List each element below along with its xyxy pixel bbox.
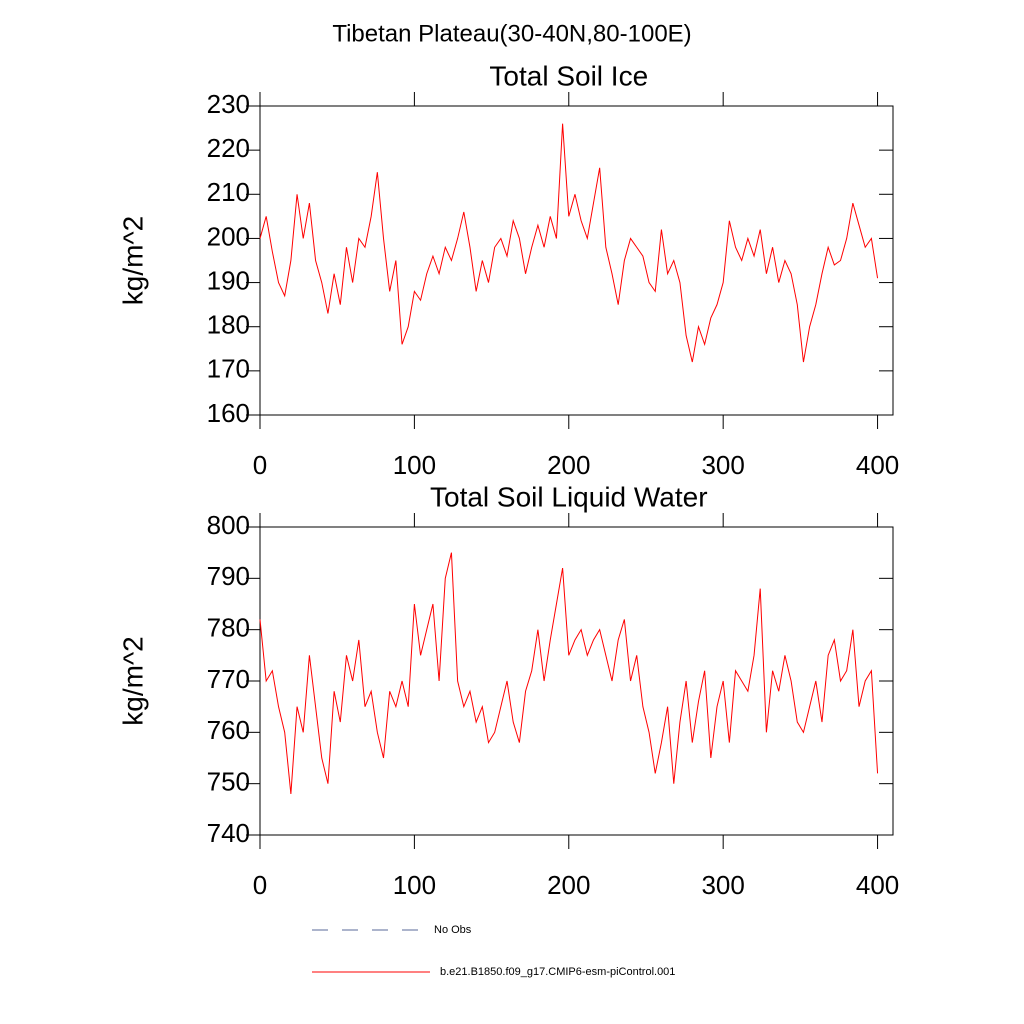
y-tick-label: 750 xyxy=(207,767,250,797)
y-tick-label: 160 xyxy=(207,398,250,428)
y-axis-label: kg/m^2 xyxy=(117,216,148,305)
panel-title: Total Soil Ice xyxy=(489,60,648,91)
y-tick-label: 790 xyxy=(207,561,250,591)
y-tick-label: 220 xyxy=(207,133,250,163)
y-tick-label: 770 xyxy=(207,664,250,694)
x-tick-label: 300 xyxy=(701,870,744,900)
legend-label: b.e21.B1850.f09_g17.CMIP6-esm-piControl.… xyxy=(440,966,675,978)
y-tick-label: 230 xyxy=(207,89,250,119)
y-tick-label: 210 xyxy=(207,177,250,207)
data-line xyxy=(259,123,879,363)
y-axis-label: kg/m^2 xyxy=(117,636,148,725)
y-tick-label: 740 xyxy=(207,818,250,848)
y-tick-label: 200 xyxy=(207,221,250,251)
panel-title: Total Soil Liquid Water xyxy=(430,481,708,512)
plot-frame xyxy=(259,105,894,416)
x-tick-label: 200 xyxy=(547,870,590,900)
y-tick-label: 180 xyxy=(207,310,250,340)
y-tick-label: 190 xyxy=(207,265,250,295)
y-tick-label: 170 xyxy=(207,354,250,384)
x-tick-label: 100 xyxy=(393,870,436,900)
x-tick-label: 400 xyxy=(856,450,899,480)
y-tick-label: 800 xyxy=(207,510,250,540)
x-tick-label: 300 xyxy=(701,450,744,480)
x-tick-label: 0 xyxy=(253,870,267,900)
x-tick-label: 400 xyxy=(856,870,899,900)
x-tick-label: 200 xyxy=(547,450,590,480)
legend-label: No Obs xyxy=(434,924,472,936)
y-tick-label: 760 xyxy=(207,715,250,745)
data-line xyxy=(259,552,879,794)
x-tick-label: 100 xyxy=(393,450,436,480)
plot-frame xyxy=(259,526,894,836)
suptitle: Tibetan Plateau(30-40N,80-100E) xyxy=(332,20,691,47)
y-tick-label: 780 xyxy=(207,613,250,643)
x-tick-label: 0 xyxy=(253,450,267,480)
